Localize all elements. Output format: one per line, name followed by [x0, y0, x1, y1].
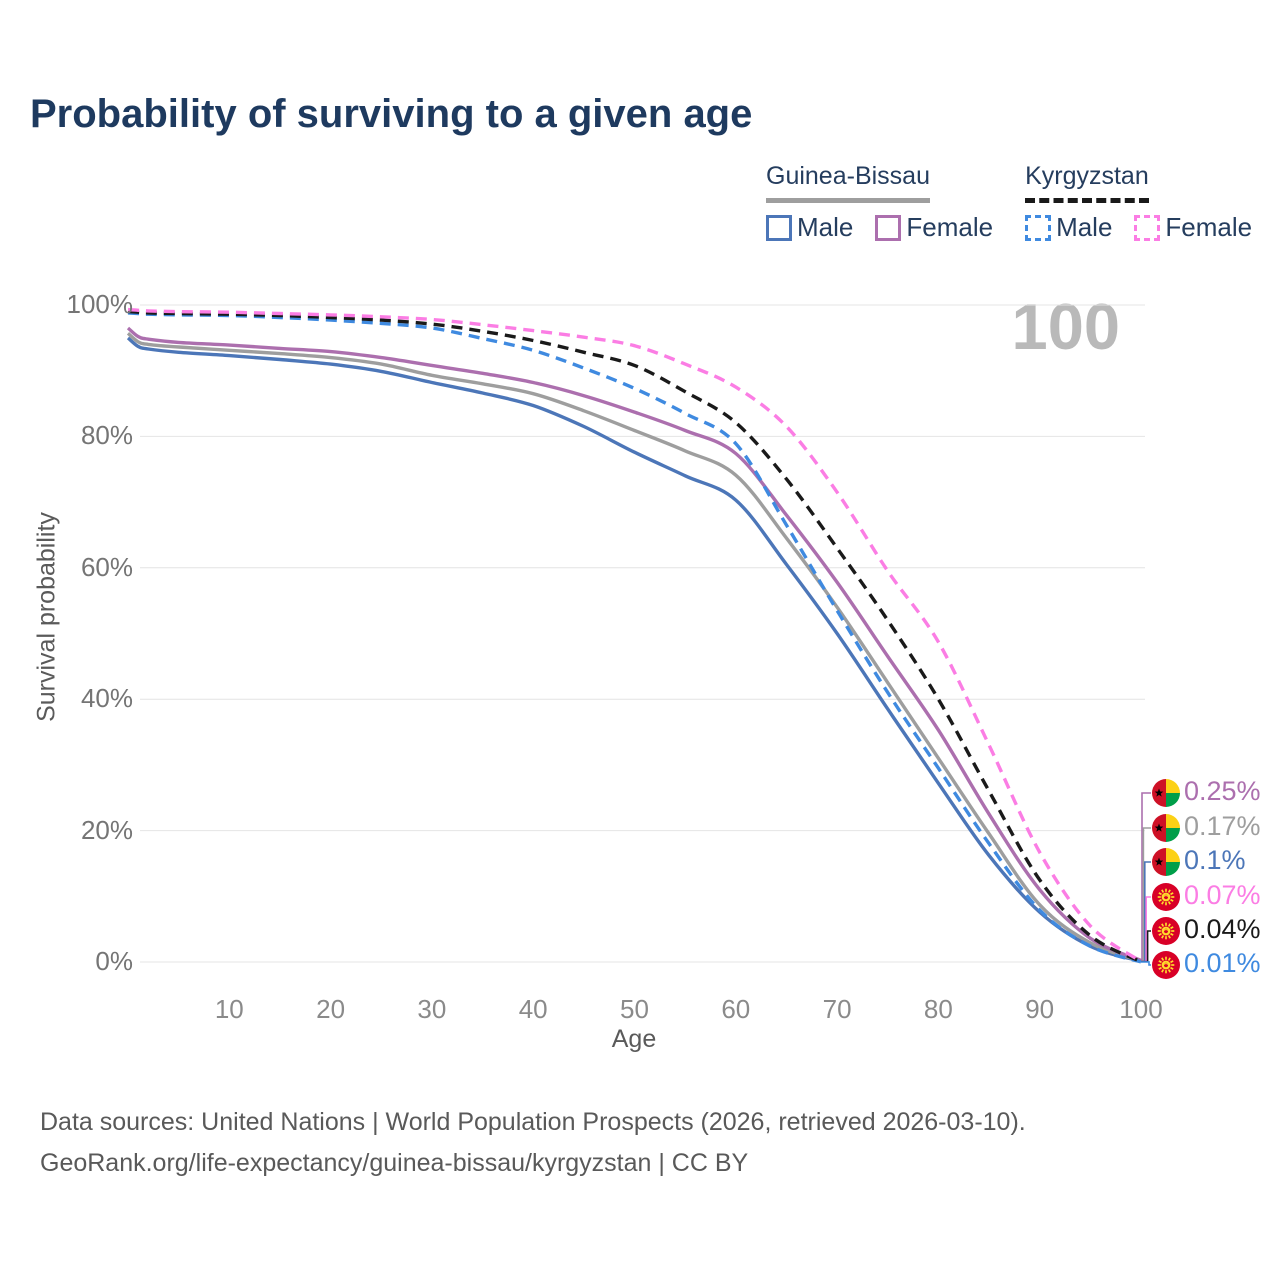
x-tick-label: 40 — [518, 994, 548, 1024]
legend-item-guinea-bissau-female[interactable]: Female — [875, 212, 993, 243]
end-label-kyrgyzstan-female: 0.07% — [1184, 880, 1261, 910]
x-tick-label: 50 — [620, 994, 649, 1024]
legend-item-kyrgyzstan-female[interactable]: Female — [1134, 212, 1252, 243]
legend-items-kyrgyzstan: Male Female — [1025, 212, 1252, 243]
y-tick-label: 80% — [80, 420, 133, 451]
data-sources-line: Data sources: United Nations | World Pop… — [40, 1108, 1026, 1136]
attribution-line: GeoRank.org/life-expectancy/guinea-bissa… — [40, 1149, 749, 1177]
x-tick-label: 20 — [316, 994, 346, 1024]
end-label-guinea-bissau-male: 0.1% — [1184, 845, 1246, 875]
y-tick-label: 20% — [80, 814, 133, 845]
end-label-guinea-bissau-female: 0.25% — [1184, 776, 1261, 806]
flag-icon-kyrgyzstan — [1152, 951, 1180, 979]
legend-item-label: Female — [1165, 212, 1253, 242]
series-line-guinea-bissau-both-sexes — [126, 331, 1142, 963]
flag-icon-guinea-bissau — [1152, 779, 1180, 807]
y-tick-label: 100% — [66, 289, 134, 319]
legend-swatch-guinea-bissau-female — [875, 214, 902, 241]
x-axis-title: Age — [611, 1025, 657, 1053]
x-tick-label: 30 — [417, 994, 447, 1024]
legend-items-guinea-bissau: Male Female — [766, 212, 993, 243]
legend-header-guinea-bissau[interactable]: Guinea-Bissau — [766, 162, 930, 203]
legend-swatch-guinea-bissau-male — [766, 214, 792, 241]
x-tick-label: 60 — [721, 994, 751, 1024]
x-tick-label: 80 — [923, 994, 953, 1024]
x-tick-label: 70 — [822, 994, 852, 1024]
legend-item-label: Female — [906, 212, 994, 242]
end-label-guinea-bissau-both-sexes: 0.17% — [1184, 811, 1261, 841]
legend-item-label: Male — [797, 212, 854, 242]
series-line-kyrgyzstan-female — [127, 307, 1142, 963]
x-tick-label: 90 — [1025, 994, 1055, 1024]
legend-item-kyrgyzstan-male[interactable]: Male — [1025, 212, 1112, 243]
flag-icon-kyrgyzstan — [1152, 917, 1180, 945]
series-line-kyrgyzstan-male — [127, 311, 1142, 964]
legend-swatch-kyrgyzstan-female — [1134, 214, 1161, 241]
x-tick-label: 10 — [214, 994, 244, 1024]
series-line-kyrgyzstan-both-sexes — [127, 309, 1142, 964]
flag-icon-guinea-bissau — [1152, 848, 1180, 876]
y-tick-label: 60% — [80, 551, 133, 582]
legend-group-kyrgyzstan: Kyrgyzstan Male Female — [1025, 162, 1252, 243]
end-label-kyrgyzstan-male: 0.01% — [1184, 948, 1261, 978]
legend-group-guinea-bissau: Guinea-Bissau Male Female — [766, 162, 993, 243]
legend-item-label: Male — [1056, 212, 1113, 242]
chart-footer: Data sources: United Nations | World Pop… — [40, 1102, 1026, 1184]
chart-legend: Guinea-Bissau Male Female Kyrgyzstan Male… — [766, 162, 1252, 243]
legend-swatch-kyrgyzstan-male — [1025, 214, 1052, 241]
y-tick-label: 0% — [95, 946, 133, 976]
series-line-guinea-bissau-female — [126, 326, 1142, 962]
flag-icon-guinea-bissau — [1152, 814, 1180, 842]
series-line-guinea-bissau-male — [126, 336, 1142, 963]
chart-title: Probability of surviving to a given age — [30, 92, 753, 136]
x-tick-label: 100 — [1119, 994, 1163, 1024]
flag-icon-kyrgyzstan — [1152, 883, 1180, 911]
end-label-connector-kyrgyzstan-male — [1141, 961, 1151, 966]
legend-item-guinea-bissau-male[interactable]: Male — [766, 212, 853, 243]
end-label-kyrgyzstan-both-sexes: 0.04% — [1184, 914, 1261, 944]
legend-header-kyrgyzstan[interactable]: Kyrgyzstan — [1025, 162, 1149, 203]
y-tick-label: 40% — [80, 683, 133, 714]
